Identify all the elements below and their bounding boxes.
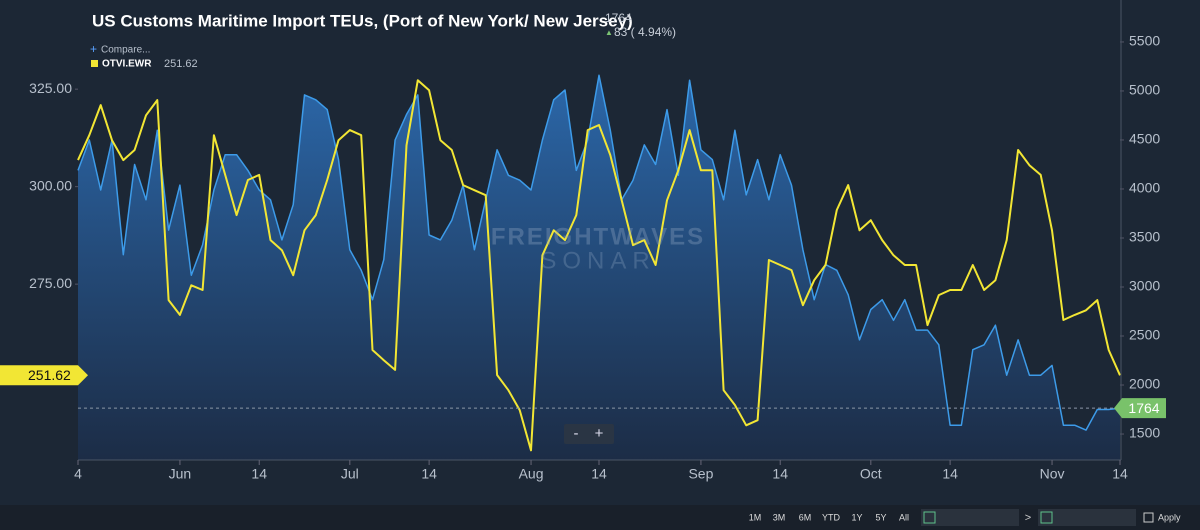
range-button[interactable]: 1Y (851, 512, 862, 522)
x-tick-label: Jun (169, 466, 192, 482)
line (77, 74, 1121, 431)
header-change: 83 ( 4.94%) (614, 25, 676, 39)
legend-value: 251.62 (164, 58, 198, 70)
area (78, 75, 1120, 461)
watermark: SONAR (540, 247, 655, 274)
range-button[interactable]: 1M (749, 512, 762, 522)
y2-tick-label: 2500 (1129, 327, 1160, 343)
line (77, 79, 1121, 452)
legend-label: OTVI.EWR (102, 59, 152, 70)
end-date-input[interactable] (1038, 509, 1136, 526)
y2-tick-label: 2000 (1129, 376, 1160, 392)
x-tick-label: Sep (688, 466, 713, 482)
last-value-label: 251.62 (28, 367, 71, 383)
last-value-badge (0, 365, 88, 386)
range-button[interactable]: All (899, 512, 909, 522)
calendar-icon[interactable] (923, 511, 936, 524)
range-button[interactable]: 5Y (875, 512, 886, 522)
zoom-controls (564, 424, 614, 444)
compare-icon[interactable]: + (90, 42, 97, 56)
x-tick-label: 14 (591, 466, 607, 482)
last-value-badge (1114, 398, 1166, 419)
compare-button[interactable]: Compare... (101, 45, 150, 56)
range-button[interactable]: 3M (773, 512, 786, 522)
x-tick-label: Jul (341, 466, 359, 482)
start-date-input[interactable] (921, 509, 1019, 526)
header-value: 1764 (605, 11, 632, 25)
y2-tick-label: 5000 (1129, 82, 1160, 98)
watermark: FREIGHTWAVES (491, 223, 705, 250)
nav-arrow[interactable]: > (1025, 512, 1031, 524)
x-tick-label: Aug (519, 466, 544, 482)
y2-tick-label: 3500 (1129, 229, 1160, 245)
x-tick-label: 4 (74, 466, 82, 482)
y2-tick-label: 3000 (1129, 278, 1160, 294)
zoom-in[interactable]: + (595, 425, 604, 442)
y2-tick-label: 5500 (1129, 33, 1160, 49)
range-button[interactable]: 6M (799, 512, 812, 522)
up-arrow: ▲ (605, 28, 613, 37)
x-tick-label: 14 (772, 466, 788, 482)
apply-button[interactable]: Apply (1158, 512, 1181, 522)
range-button[interactable]: YTD (822, 512, 841, 522)
y2-tick-label: 4000 (1129, 180, 1160, 196)
zoom-out[interactable]: - (574, 425, 579, 442)
y-tick-label: 300.00 (29, 177, 72, 193)
x-tick-label: 14 (942, 466, 958, 482)
y-tick-label: 275.00 (29, 275, 72, 291)
toolbar (0, 505, 1200, 530)
calendar-icon[interactable] (1040, 511, 1053, 524)
y2-tick-label: 1500 (1129, 425, 1160, 441)
y2-tick-label: 4500 (1129, 131, 1160, 147)
x-tick-label: 14 (251, 466, 267, 482)
chart-title: US Customs Maritime Import TEUs, (Port o… (92, 11, 633, 30)
apply-icon[interactable] (1143, 512, 1154, 523)
y-tick-label: 325.00 (29, 80, 72, 96)
legend-swatch (91, 60, 98, 67)
x-tick-label: 14 (421, 466, 437, 482)
last-value-label: 1764 (1128, 400, 1159, 416)
x-tick-label: Nov (1040, 466, 1065, 482)
x-tick-label: 14 (1112, 466, 1128, 482)
x-tick-label: Oct (860, 466, 882, 482)
